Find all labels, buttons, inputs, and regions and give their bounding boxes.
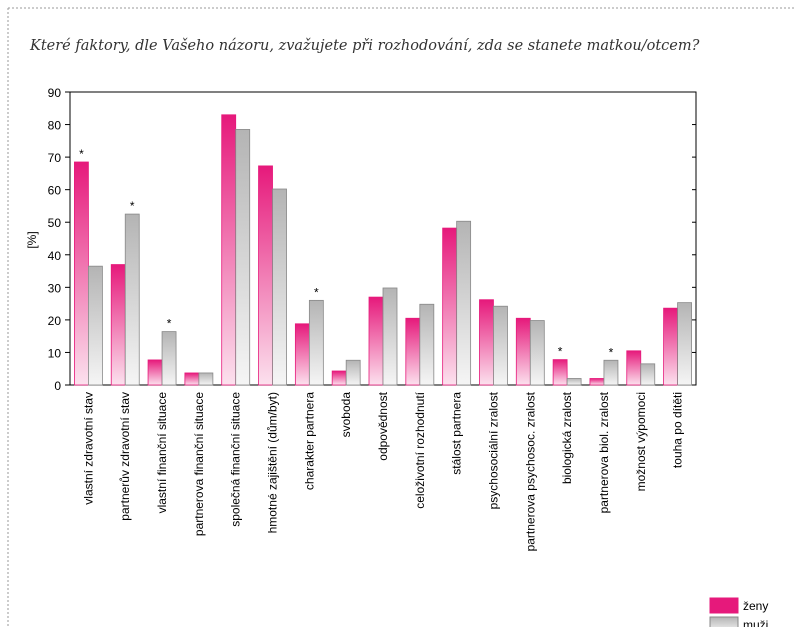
bar — [419, 303, 435, 386]
y-tick-label: 60 — [48, 184, 62, 198]
bar — [74, 161, 89, 386]
y-tick-label: 30 — [48, 281, 62, 295]
bar — [345, 359, 361, 386]
bar — [110, 264, 126, 386]
bar — [88, 265, 103, 386]
bar — [479, 299, 494, 386]
bar — [566, 378, 582, 386]
bar — [124, 213, 140, 386]
x-tick-label: možnost výpomoci — [634, 392, 648, 491]
legend-label: muži — [743, 618, 768, 627]
bar — [331, 370, 347, 386]
bar — [493, 305, 508, 386]
x-tick-label: celoživotní rozhodnutí — [413, 391, 427, 508]
bar — [198, 372, 214, 386]
bar — [589, 378, 605, 386]
bar — [147, 359, 163, 386]
y-axis-label: [%] — [25, 231, 39, 248]
bar — [382, 287, 398, 386]
x-tick-label: vlastní zdravotní stav — [81, 392, 95, 505]
legend-swatch — [709, 597, 739, 614]
x-tick-label: odpovědnost — [376, 391, 390, 460]
chart-title: Které faktory, dle Vašeho názoru, zvažuj… — [29, 37, 700, 54]
y-tick-label: 20 — [48, 314, 62, 328]
bar — [405, 317, 421, 386]
significance-mark: * — [167, 317, 172, 331]
x-tick-label: společná finanční situace — [229, 392, 243, 527]
x-tick-label: stálost partnera — [450, 392, 464, 475]
y-tick-label: 0 — [54, 379, 61, 393]
bar — [368, 296, 384, 386]
y-tick-label: 80 — [48, 119, 62, 133]
significance-mark: * — [130, 199, 135, 213]
x-tick-label: touha po dítěti — [671, 392, 685, 468]
y-tick-label: 90 — [48, 86, 62, 100]
x-tick-label: charakter partnera — [302, 392, 316, 490]
y-tick-label: 50 — [48, 216, 62, 230]
x-tick-label: psychosociální zralost — [486, 391, 500, 509]
significance-mark: * — [558, 345, 563, 359]
bar — [529, 320, 545, 386]
x-tick-label: hmotné zajištění (dům/byt) — [266, 392, 280, 533]
bar — [552, 359, 568, 386]
significance-mark: * — [314, 285, 319, 299]
bar — [515, 317, 531, 386]
bar — [294, 323, 310, 386]
bar — [235, 129, 251, 386]
bar — [258, 165, 273, 386]
bar — [221, 114, 237, 386]
x-tick-label: partnerova psychosoc. zralost — [523, 391, 537, 551]
y-tick-label: 40 — [48, 249, 62, 263]
x-tick-label: partnerova biol. zralost — [597, 391, 611, 513]
significance-mark: * — [79, 147, 84, 161]
significance-mark: * — [609, 345, 614, 359]
bar — [677, 302, 692, 386]
y-tick-label: 70 — [48, 151, 62, 165]
bar — [161, 331, 177, 386]
x-tick-label: vlastní finanční situace — [155, 392, 169, 514]
bar — [640, 363, 656, 386]
bar — [626, 350, 642, 386]
x-tick-label: svoboda — [339, 392, 353, 438]
legend-label: ženy — [743, 599, 768, 613]
bar — [663, 307, 678, 386]
bar — [456, 220, 472, 386]
bar — [308, 299, 324, 386]
bar — [442, 227, 458, 386]
bar — [272, 188, 287, 386]
bar — [184, 372, 200, 386]
legend-swatch — [709, 616, 739, 627]
x-tick-label: partnerova finanční situace — [192, 392, 206, 536]
x-tick-label: biologická zralost — [560, 391, 574, 484]
x-tick-label: partnerův zdravotní stav — [118, 392, 132, 521]
y-tick-label: 10 — [48, 346, 62, 360]
bar — [603, 359, 619, 386]
